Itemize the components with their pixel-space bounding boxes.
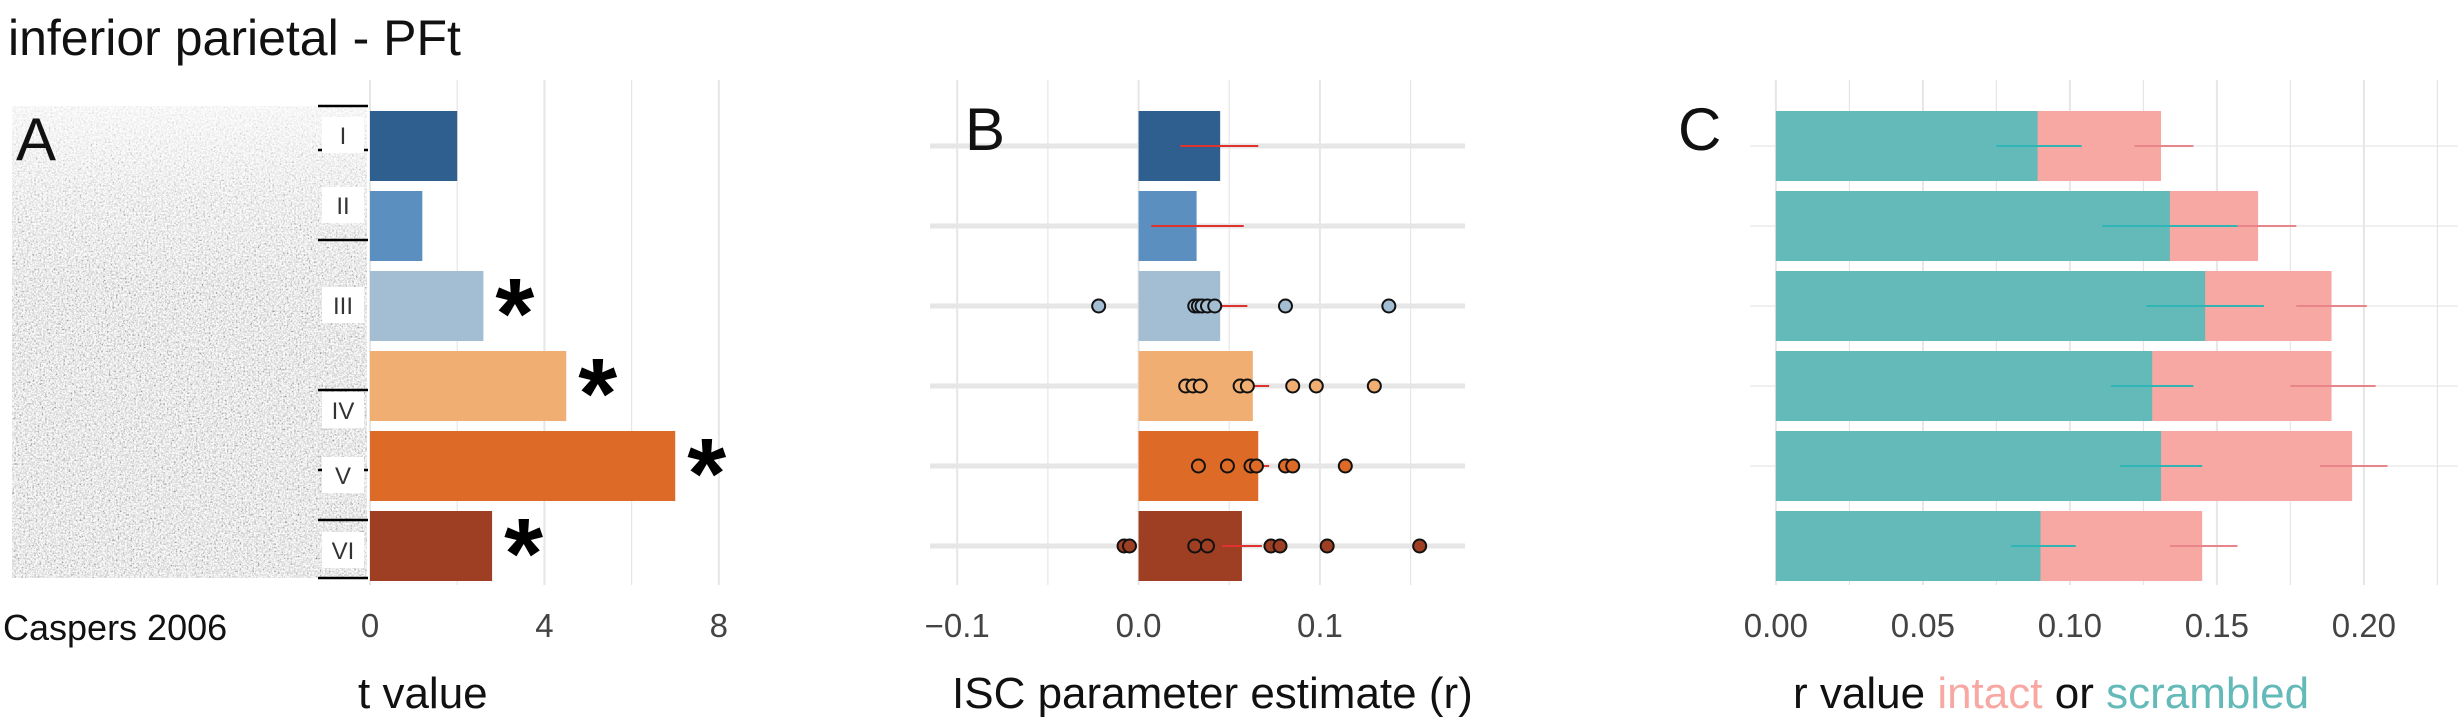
panel-a-xlabel: t value bbox=[358, 669, 488, 718]
figure-title: inferior parietal - PFt bbox=[8, 10, 461, 66]
data-point bbox=[1199, 538, 1215, 554]
bar-V bbox=[370, 431, 676, 501]
layer-label-V: V bbox=[335, 463, 351, 490]
layer-label-I: I bbox=[340, 123, 347, 150]
x-tick-label: 0.00 bbox=[1744, 607, 1808, 644]
bar-VI bbox=[370, 511, 493, 581]
significance-star: * bbox=[504, 498, 543, 610]
scrambled-bar-V bbox=[1775, 431, 2162, 501]
data-point bbox=[1091, 298, 1107, 314]
bar-IV bbox=[370, 351, 567, 421]
x-tick-label: 0.10 bbox=[2038, 607, 2102, 644]
data-point bbox=[1337, 458, 1353, 474]
x-tick-label: 0.15 bbox=[2185, 607, 2249, 644]
data-point bbox=[1412, 538, 1428, 554]
data-point bbox=[1190, 458, 1206, 474]
data-point bbox=[1285, 378, 1301, 394]
data-point bbox=[1192, 378, 1208, 394]
panel-a-chart: ****0 4 8 bbox=[361, 80, 728, 644]
bar-III bbox=[370, 271, 484, 341]
layer-label-bg bbox=[322, 532, 364, 568]
scrambled-bar-I bbox=[1775, 111, 2038, 181]
panel-c-chart: 0.00 0.05 0.10 0.15 0.20 bbox=[1744, 80, 2458, 644]
panel-b-xlabel: ISC parameter estimate (r) bbox=[952, 669, 1473, 718]
xlabel-intact: intact bbox=[1937, 669, 2042, 718]
data-point bbox=[1239, 378, 1255, 394]
histology-image bbox=[12, 106, 367, 578]
x-tick-label: −0.1 bbox=[925, 607, 990, 644]
significance-star: * bbox=[687, 418, 726, 530]
x-tick-label: 0.05 bbox=[1891, 607, 1955, 644]
data-point bbox=[1381, 298, 1397, 314]
layer-label-bg bbox=[322, 187, 364, 223]
layer-label-III: III bbox=[333, 293, 353, 320]
data-point bbox=[1219, 458, 1235, 474]
data-point bbox=[1121, 538, 1137, 554]
x-tick-label: 0.0 bbox=[1116, 607, 1162, 644]
bar-I bbox=[370, 111, 458, 181]
data-point bbox=[1366, 378, 1382, 394]
x-tick-label: 0.1 bbox=[1297, 607, 1343, 644]
scrambled-bar-IV bbox=[1775, 351, 2153, 421]
layer-label-II: II bbox=[336, 193, 349, 220]
layer-label-bg bbox=[322, 457, 364, 493]
xlabel-scrambled: scrambled bbox=[2106, 669, 2309, 718]
image-caption: Caspers 2006 bbox=[3, 607, 227, 648]
layer-label-bg bbox=[322, 117, 364, 153]
x-tick-label: 0.20 bbox=[2332, 607, 2396, 644]
data-point bbox=[1187, 538, 1203, 554]
data-point bbox=[1308, 378, 1324, 394]
panel-label-c: C bbox=[1678, 96, 1721, 163]
layer-label-bg bbox=[322, 392, 364, 428]
data-point bbox=[1277, 298, 1293, 314]
panel-b-chart: −0.1 0.0 0.1 bbox=[925, 80, 1465, 644]
panel-c-xlabel: r value intact or scrambled bbox=[1793, 669, 2309, 718]
scrambled-bar-III bbox=[1775, 271, 2206, 341]
layer-label-VI: VI bbox=[332, 538, 355, 565]
x-tick-label: 8 bbox=[710, 607, 728, 644]
data-point bbox=[1248, 458, 1264, 474]
layer-label-bg bbox=[322, 287, 364, 323]
data-point bbox=[1319, 538, 1335, 554]
xlabel-or: or bbox=[2055, 669, 2094, 718]
layer-label-IV: IV bbox=[332, 398, 355, 425]
data-point bbox=[1272, 538, 1288, 554]
panel-label-b: B bbox=[965, 96, 1005, 163]
data-point bbox=[1207, 298, 1223, 314]
scrambled-bar-VI bbox=[1775, 511, 2041, 581]
x-tick-label: 4 bbox=[535, 607, 553, 644]
panel-label-a: A bbox=[16, 106, 56, 173]
x-tick-label: 0 bbox=[361, 607, 379, 644]
bar-II bbox=[370, 191, 423, 261]
xlabel-prefix: r value bbox=[1793, 669, 1925, 718]
data-point bbox=[1285, 458, 1301, 474]
